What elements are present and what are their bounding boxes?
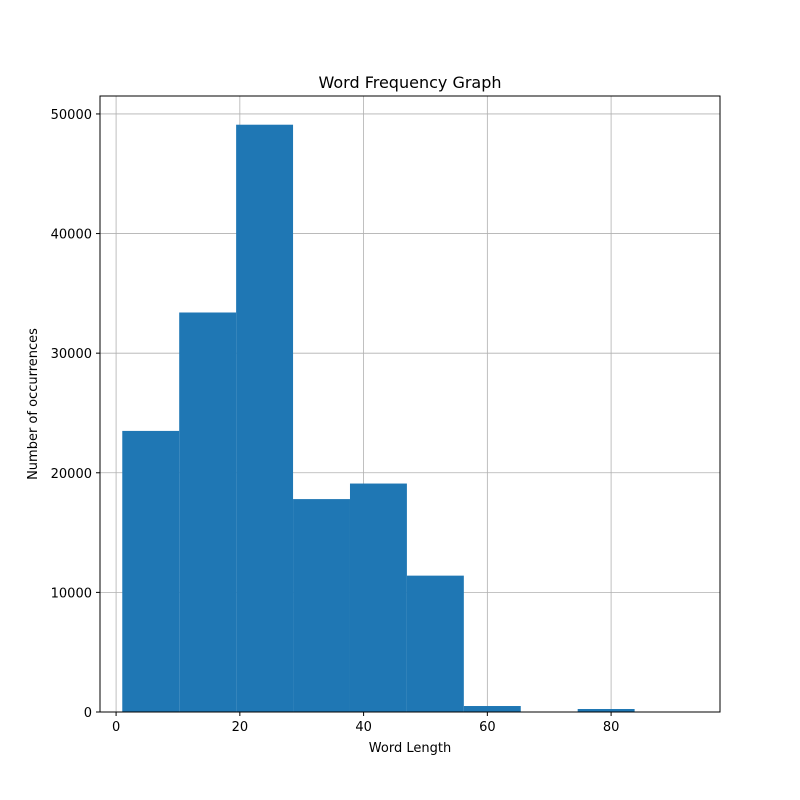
histogram-bar: [349, 483, 407, 712]
plot-area-frame: [99, 95, 721, 713]
histogram-bar: [577, 709, 635, 712]
x-tick-label: 40: [355, 720, 372, 735]
histogram-bar: [463, 706, 521, 712]
y-tick-label: 10000: [51, 586, 92, 601]
axis-ticks: 0 20 40 60 80 0 10000 20000 30000 40000 50000: [51, 108, 620, 735]
x-tick-label: 20: [232, 720, 249, 735]
y-axis-label: Number of occurrences: [26, 328, 41, 480]
x-tick-label: 0: [112, 720, 120, 735]
histogram-bar: [293, 499, 350, 712]
histogram-bars: [122, 124, 635, 713]
y-tick-label: 0: [84, 706, 92, 721]
y-tick-label: 30000: [51, 347, 92, 362]
histogram-bar: [236, 124, 294, 713]
y-tick-label: 40000: [51, 228, 92, 243]
x-tick-label: 80: [603, 720, 620, 735]
histogram-bar: [122, 430, 180, 712]
x-axis-label: Word Length: [369, 741, 451, 756]
histogram-bar: [406, 575, 464, 712]
x-tick-label: 60: [479, 720, 496, 735]
histogram-bar: [179, 312, 237, 712]
y-tick-label: 20000: [51, 467, 92, 482]
y-tick-label: 50000: [51, 108, 92, 123]
chart-title: Word Frequency Graph: [318, 73, 501, 92]
